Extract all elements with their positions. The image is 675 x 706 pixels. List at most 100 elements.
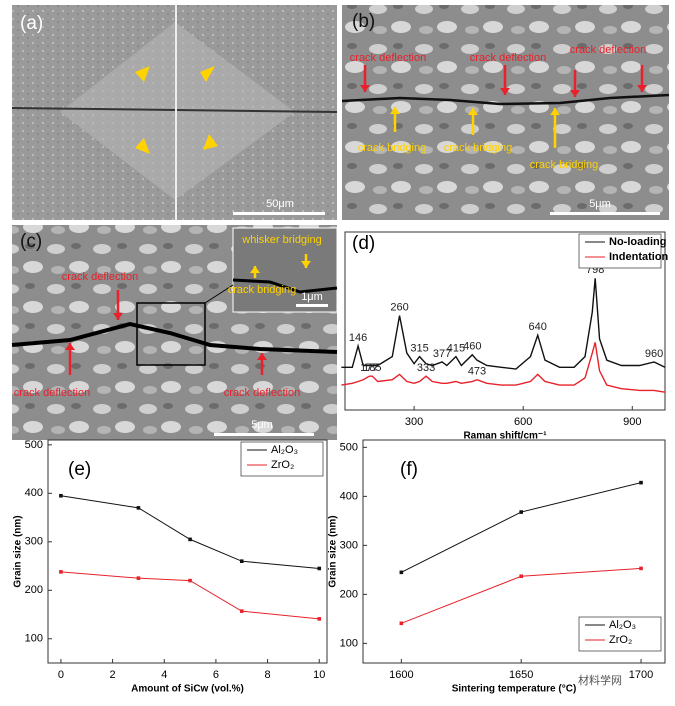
panel-label: (c): [20, 231, 42, 252]
x-tick-label: 900: [623, 416, 641, 428]
peak-label: 185: [363, 362, 381, 374]
peak-label: 146: [349, 332, 367, 344]
legend-label: No-loading: [609, 236, 666, 248]
legend-box: [578, 233, 662, 269]
arrow-head: [637, 85, 647, 92]
point: [239, 609, 244, 613]
x-tick-label: 1700: [629, 669, 653, 681]
markers: [135, 66, 218, 154]
arrow-head: [257, 353, 267, 360]
arrow-head: [500, 88, 510, 95]
y-tick-label: 300: [340, 539, 358, 551]
crack: [232, 278, 338, 294]
point: [59, 493, 63, 498]
annotation: whisker bridging: [241, 234, 321, 246]
arrow-head: [250, 266, 260, 273]
legend-box: [578, 616, 662, 652]
y-tick-label: 200: [340, 588, 358, 600]
x-tick-label: 300: [405, 416, 423, 428]
annotation: crack bridging: [444, 142, 512, 154]
scale-label: 5μm: [251, 419, 273, 431]
point: [188, 578, 192, 583]
legend-label: Al₂O₃: [271, 444, 298, 456]
y-tick-label: 500: [25, 439, 43, 451]
arrow-head: [390, 107, 400, 114]
y-axis-label: Grain size (nm): [13, 515, 24, 587]
inset: [232, 227, 338, 313]
peak-label: 960: [645, 348, 663, 360]
x-tick-label: 4: [161, 669, 167, 681]
crack: [11, 107, 338, 113]
x-tick-label: 2: [110, 669, 116, 681]
panel-label: (f): [400, 459, 418, 480]
legend-label: Al₂O₃: [609, 619, 636, 631]
series-line: [341, 342, 666, 393]
peak-label: 177: [360, 362, 378, 374]
series-line: [60, 495, 320, 569]
peak-label: 473: [468, 366, 486, 378]
watermark: 材料学网: [578, 673, 622, 687]
panel-label: (e): [68, 459, 91, 480]
scale-label: 1μm: [301, 291, 323, 303]
crack: [11, 321, 338, 354]
plot-frame: [362, 439, 666, 664]
annotation: crack deflection: [470, 52, 546, 64]
annotation: crack bridging: [228, 284, 296, 296]
peak-label: 333: [417, 362, 435, 374]
point: [317, 617, 322, 621]
y-tick-label: 400: [340, 490, 358, 502]
connector: [204, 284, 234, 304]
point: [399, 570, 404, 575]
x-tick-label: 10: [313, 669, 325, 681]
zoom-box: [136, 302, 206, 366]
annotation: crack bridging: [358, 142, 426, 154]
panel-label: (d): [352, 233, 375, 254]
scale-bar: [214, 433, 314, 436]
x-tick-label: 600: [514, 416, 532, 428]
x-tick-label: 8: [265, 669, 271, 681]
arrow-head: [550, 108, 560, 115]
arrow-head: [113, 313, 123, 320]
peak-label: 377: [433, 348, 451, 360]
scale-label: 50μm: [266, 198, 294, 210]
x-tick-label: 0: [58, 669, 64, 681]
plot-frame: [47, 439, 328, 664]
y-axis-label: Grain size (nm): [328, 515, 339, 587]
y-tick-label: 100: [25, 633, 43, 645]
point: [136, 576, 141, 580]
point: [59, 570, 63, 574]
peak-label: 640: [529, 321, 547, 333]
crack: [341, 93, 670, 106]
peak-label: 260: [390, 302, 408, 314]
annotation: crack deflection: [224, 387, 300, 399]
arrow-head: [570, 90, 580, 97]
series-line: [341, 278, 666, 370]
y-tick-label: 400: [25, 487, 43, 499]
x-tick-label: 1600: [389, 669, 413, 681]
legend-label: ZrO₂: [609, 634, 632, 646]
x-tick-label: 1650: [509, 669, 533, 681]
peak-label: 460: [463, 341, 481, 353]
legend-label: Indentation: [609, 251, 669, 263]
scale-bar: [296, 304, 328, 307]
y-tick-label: 500: [340, 441, 358, 453]
arrow-head: [301, 261, 311, 268]
x-axis-label: Raman shift/cm⁻¹: [463, 431, 547, 442]
series-line: [401, 482, 642, 573]
annotation: crack deflection: [62, 271, 138, 283]
arrow-head: [360, 85, 370, 92]
scale-label: 5μm: [589, 198, 611, 210]
point: [136, 506, 141, 510]
x-axis-label: Sintering temperature (°C): [452, 684, 577, 695]
panel-label: (b): [352, 11, 375, 32]
point: [239, 559, 244, 563]
annotation: crack deflection: [14, 387, 90, 399]
legend-box: [240, 441, 324, 477]
point: [639, 480, 643, 485]
scale-bar: [550, 212, 660, 215]
annotation: crack deflection: [570, 44, 646, 56]
arrow-head: [468, 108, 478, 115]
point: [188, 537, 192, 542]
annotation: crack bridging: [530, 159, 598, 171]
